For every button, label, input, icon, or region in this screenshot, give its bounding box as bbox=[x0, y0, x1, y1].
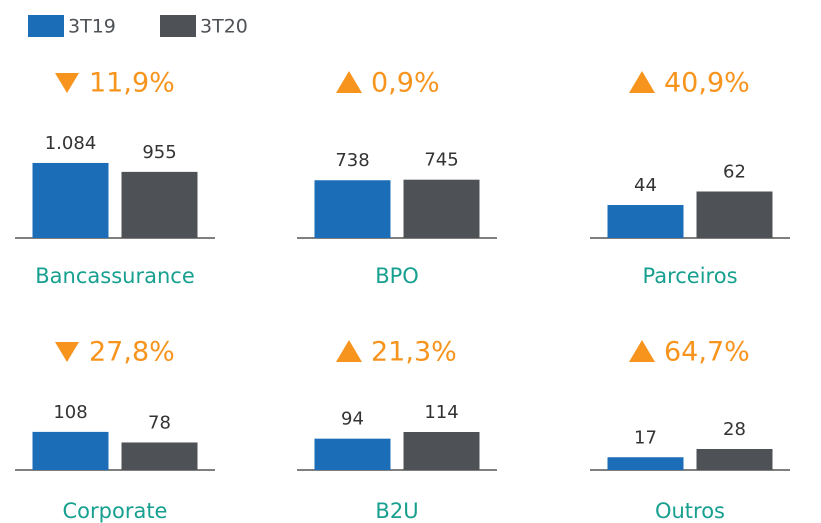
value-label: 44 bbox=[634, 175, 657, 196]
panel-title: Outros bbox=[655, 499, 725, 523]
bar bbox=[403, 432, 480, 470]
change-label: 64,7% bbox=[664, 337, 750, 368]
value-label: 28 bbox=[723, 419, 746, 440]
legend-swatch bbox=[160, 15, 196, 37]
legend-label: 3T19 bbox=[68, 16, 116, 38]
change-label: 21,3% bbox=[371, 337, 457, 368]
value-label: 108 bbox=[53, 402, 87, 423]
value-label: 114 bbox=[424, 402, 458, 423]
change-label: 40,9% bbox=[664, 68, 750, 99]
bar bbox=[403, 179, 480, 238]
legend-swatch bbox=[28, 15, 64, 37]
bar bbox=[696, 191, 773, 238]
bar bbox=[32, 162, 109, 238]
trend-arrow bbox=[629, 71, 655, 93]
trend-arrow bbox=[55, 73, 79, 93]
panel-title: BPO bbox=[375, 264, 419, 288]
bar bbox=[314, 180, 391, 238]
value-label: 1.084 bbox=[45, 133, 97, 154]
trend-arrow bbox=[55, 342, 79, 362]
value-label: 17 bbox=[634, 427, 657, 448]
panel-title: Parceiros bbox=[642, 264, 737, 288]
panel-title: Bancassurance bbox=[35, 264, 194, 288]
value-label: 78 bbox=[148, 412, 171, 433]
value-label: 745 bbox=[424, 150, 458, 171]
value-label: 738 bbox=[335, 150, 369, 171]
trend-arrow bbox=[336, 340, 362, 362]
panel-title: B2U bbox=[375, 499, 418, 523]
legend-label: 3T20 bbox=[200, 16, 248, 38]
bar bbox=[696, 449, 773, 470]
change-label: 27,8% bbox=[89, 337, 175, 368]
change-label: 0,9% bbox=[371, 68, 440, 99]
bar bbox=[607, 457, 684, 470]
value-label: 62 bbox=[723, 162, 746, 183]
bar bbox=[314, 438, 391, 470]
bar bbox=[121, 442, 198, 470]
change-label: 11,9% bbox=[89, 68, 175, 99]
bar bbox=[607, 205, 684, 238]
trend-arrow bbox=[336, 71, 362, 93]
value-label: 955 bbox=[142, 142, 176, 163]
panel-title: Corporate bbox=[63, 499, 168, 523]
bar bbox=[32, 431, 109, 470]
bar bbox=[121, 171, 198, 238]
trend-arrow bbox=[629, 340, 655, 362]
value-label: 94 bbox=[341, 409, 364, 430]
